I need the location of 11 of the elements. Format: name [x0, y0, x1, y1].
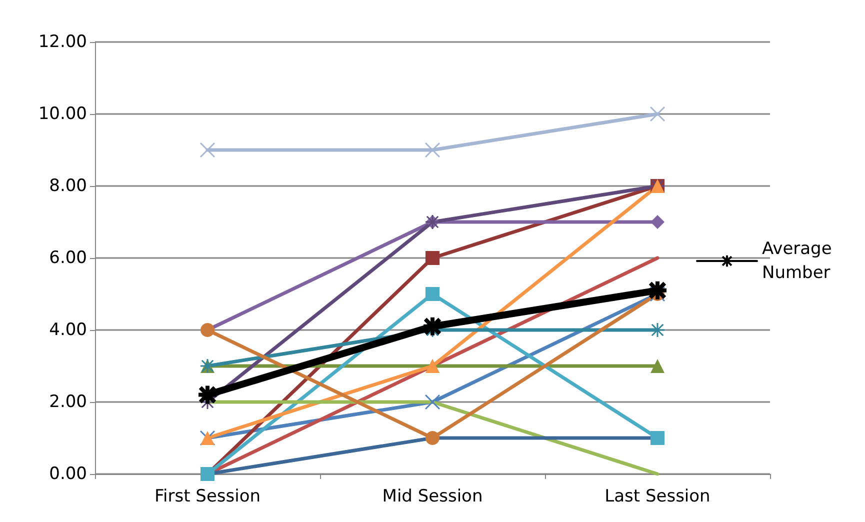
- y-tick-label: 12.00: [38, 32, 87, 52]
- x-tick-label: First Session: [154, 486, 261, 506]
- x-tick-label: Last Session: [604, 486, 710, 506]
- y-tick-label: 8.00: [49, 176, 87, 196]
- x-tick-label: Mid Session: [382, 486, 483, 506]
- legend-label: Average Number: [762, 239, 838, 283]
- y-tick-label: 10.00: [38, 104, 87, 124]
- y-tick-label: 6.00: [49, 248, 87, 268]
- y-tick-label: 2.00: [49, 392, 87, 412]
- y-tick-label: 0.00: [49, 464, 87, 484]
- y-tick-label: 4.00: [49, 320, 87, 340]
